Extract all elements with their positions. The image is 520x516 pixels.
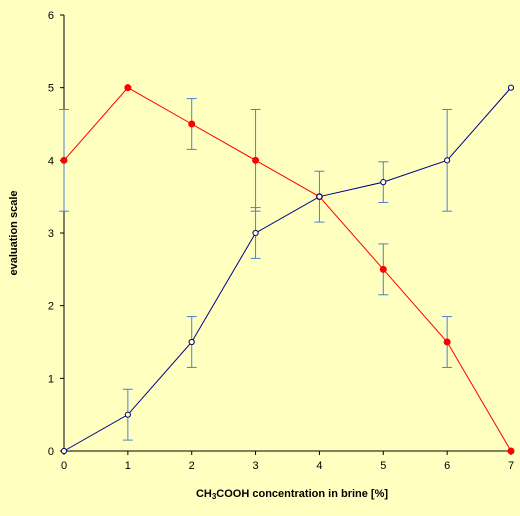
- series-1-point: [252, 229, 259, 237]
- series-1-line: [63, 87, 512, 452]
- series-1-point: [188, 338, 195, 346]
- y-tick-label: 2: [48, 301, 54, 313]
- series-0-line: [63, 87, 512, 452]
- series-1-point: [124, 411, 131, 418]
- series-lines: [60, 84, 515, 455]
- series-0-point: [60, 156, 68, 164]
- y-tick-label: 4: [48, 155, 54, 167]
- y-tick-label: 1: [48, 373, 54, 385]
- axes: [60, 14, 512, 455]
- series-0-point: [443, 338, 451, 346]
- x-tick-label: 0: [61, 460, 67, 472]
- y-tick-label: 3: [48, 228, 54, 240]
- error-bars: [59, 98, 453, 441]
- x-tick-label: 4: [316, 460, 322, 472]
- series-1-point: [380, 179, 387, 186]
- y-tick-label: 6: [48, 10, 54, 22]
- y-axis-label: evaluation scale: [8, 191, 20, 276]
- series-0-point: [379, 265, 387, 273]
- series-0-point: [507, 447, 515, 455]
- series-1-point: [507, 84, 515, 91]
- series-0-point: [188, 120, 196, 128]
- x-tick-label: 6: [444, 460, 450, 472]
- x-axis-label: CH3COOH concentration in brine [%]: [196, 488, 388, 501]
- y-tick-label: 5: [48, 83, 54, 95]
- y-tick-label: 0: [48, 446, 54, 458]
- x-tick-label: 7: [508, 460, 514, 472]
- x-tick-label: 5: [380, 460, 386, 472]
- series-1-point: [316, 193, 323, 200]
- series-0-point: [252, 156, 260, 164]
- series-1-point: [444, 157, 451, 164]
- x-tick-label: 2: [189, 460, 195, 472]
- x-tick-label: 3: [253, 460, 259, 472]
- tick-labels: 0 1 2 3 4 5 6 0 1 2 3 4 5 6 7: [48, 10, 514, 472]
- series-1-point: [60, 447, 68, 455]
- series-0-point: [124, 84, 132, 92]
- x-tick-label: 1: [125, 460, 131, 472]
